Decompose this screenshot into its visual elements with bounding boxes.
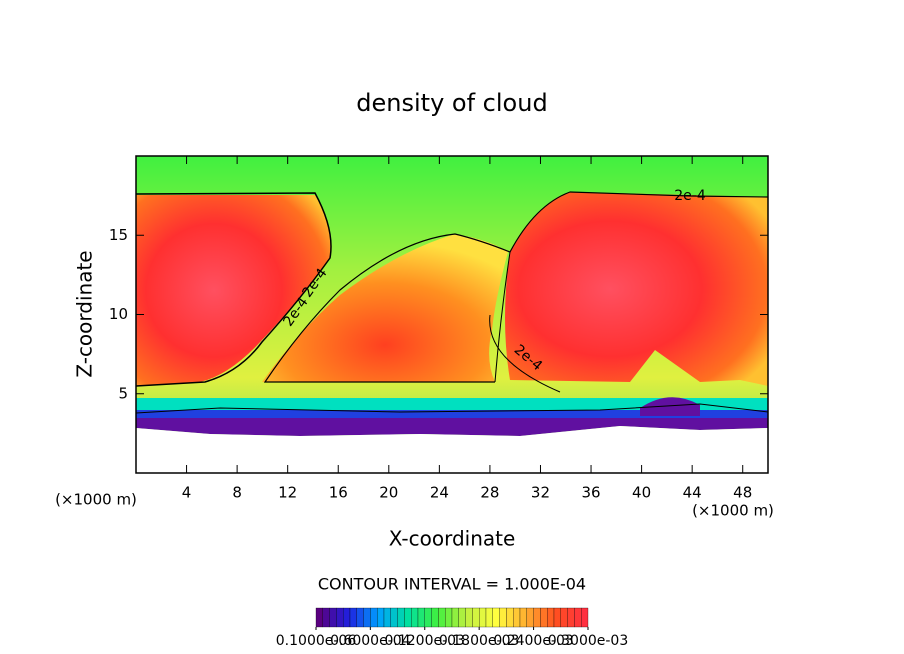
- contour-interval: CONTOUR INTERVAL = 1.000E-04: [318, 575, 586, 594]
- y-tick-label: 5: [118, 384, 128, 402]
- colorbar-cell: [492, 607, 500, 628]
- chart-title: density of cloud: [356, 89, 547, 117]
- colorbar-cell: [581, 607, 589, 628]
- colorbar-cell: [404, 607, 412, 628]
- colorbar-cell: [533, 607, 541, 628]
- colorbar-cell: [417, 607, 425, 628]
- colorbar-cell: [363, 607, 371, 628]
- y-axis-label: Z-coordinate: [73, 250, 97, 377]
- colorbar-cell: [506, 607, 514, 628]
- x-tick-label: 16: [329, 484, 348, 502]
- colorbar-cell: [540, 607, 548, 628]
- colorbar-tick-label: 0.1800e-03: [439, 633, 519, 649]
- colorbar-cell: [411, 607, 419, 628]
- colorbar-cell: [397, 607, 405, 628]
- x-tick-label: 12: [278, 484, 297, 502]
- colorbar-cell: [329, 607, 337, 628]
- x-tick-label: 36: [581, 484, 600, 502]
- colorbar-cell: [526, 607, 534, 628]
- contour-label: 2e-4: [674, 188, 706, 204]
- x-tick-label: 20: [379, 484, 398, 502]
- colorbar-cell: [336, 607, 344, 628]
- x-tick-label: 44: [683, 484, 702, 502]
- colorbar-cell: [519, 607, 527, 628]
- colorbar-cell: [485, 607, 493, 628]
- colorbar-cell: [322, 607, 330, 628]
- colorbar-tick-label: 0.3000e-03: [548, 633, 628, 649]
- colorbar-cell: [560, 607, 568, 628]
- x-axis-label: X-coordinate: [389, 527, 516, 551]
- x-tick-label: 24: [430, 484, 449, 502]
- colorbar-cell: [438, 607, 446, 628]
- y-tick-label: 15: [109, 226, 128, 244]
- colorbar-cell: [390, 607, 398, 628]
- x-tick-label: 48: [733, 484, 752, 502]
- x-tick-label: 40: [632, 484, 651, 502]
- colorbar-cell: [424, 607, 432, 628]
- colorbar-cell: [465, 607, 473, 628]
- colorbar-cell: [553, 607, 561, 628]
- colorbar-tick-label: 0.2400e-03: [493, 633, 573, 649]
- y-tick-label: 10: [109, 305, 128, 323]
- colorbar-cell: [479, 607, 487, 628]
- y-unit: (×1000 m): [55, 491, 137, 509]
- colorbar-cell: [370, 607, 378, 628]
- colorbar-cell: [472, 607, 480, 628]
- x-tick-label: 28: [480, 484, 499, 502]
- colorbar-cell: [451, 607, 459, 628]
- colorbar-cell: [349, 607, 357, 628]
- colorbar-cell: [431, 607, 439, 628]
- x-tick-label: 8: [232, 484, 242, 502]
- colorbar-cell: [356, 607, 364, 628]
- colorbar-cell: [445, 607, 453, 628]
- colorbar-cell: [458, 607, 466, 628]
- colorbar-cell: [343, 607, 351, 628]
- colorbar-cell: [315, 607, 323, 628]
- colorbar-cell: [377, 607, 385, 628]
- colorbar-tick-label: 0.6000e-04: [330, 633, 411, 649]
- colorbar-tick-label: 0.1200e-03: [385, 633, 465, 649]
- colorbar-cell: [383, 607, 391, 628]
- colorbar-cell: [567, 607, 575, 628]
- x-tick-label: 4: [182, 484, 192, 502]
- colorbar-cell: [547, 607, 555, 628]
- x-unit: (×1000 m): [692, 502, 774, 520]
- colorbar-tick-label: 0.1000e-06: [276, 633, 357, 649]
- colorbar-cell: [499, 607, 507, 628]
- field: [136, 156, 768, 473]
- colorbar-cell: [574, 607, 582, 628]
- colorbar-cell: [513, 607, 521, 628]
- x-tick-label: 32: [531, 484, 550, 502]
